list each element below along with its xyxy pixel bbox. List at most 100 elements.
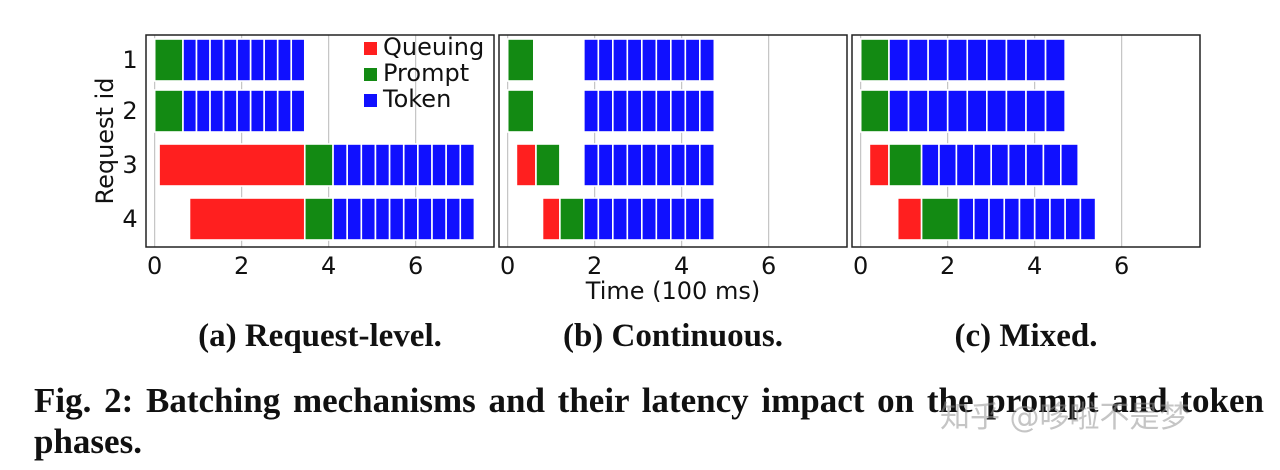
bar-token-req2	[1005, 89, 1027, 133]
panel-title: (a) Request-level.	[198, 318, 442, 354]
bar-token-req4	[332, 197, 348, 241]
bar-token-req1	[583, 38, 600, 82]
bar-prompt-req3	[535, 143, 561, 187]
bar-token-req3	[388, 143, 405, 187]
bar-prompt-req2	[506, 89, 535, 133]
bar-token-req4	[1049, 197, 1066, 241]
bar-token-req1	[670, 38, 687, 82]
bar-token-req4	[1033, 197, 1051, 241]
bar-prompt-req1	[859, 38, 890, 82]
bar-token-req3	[955, 143, 975, 187]
bar-token-req2	[236, 89, 252, 133]
bar-token-req4	[346, 197, 363, 241]
bar-token-req1	[966, 38, 988, 82]
bar-token-req1	[597, 38, 614, 82]
bar-queuing-req3	[158, 143, 306, 187]
bar-token-req3	[417, 143, 433, 187]
legend-label-queuing: Queuing	[383, 33, 484, 61]
panel-mixed: 0 2 4 6 (c) Mixed.	[851, 34, 1201, 354]
bar-token-req1	[249, 38, 265, 82]
bar-token-req3	[583, 143, 600, 187]
bar-token-req2	[655, 89, 672, 133]
bar-token-req1	[641, 38, 658, 82]
bar-token-req4	[374, 197, 391, 241]
bar-token-req4	[445, 197, 462, 241]
bar-queuing-req3	[868, 143, 890, 187]
bar-token-req2	[927, 89, 949, 133]
bar-token-req2	[182, 89, 198, 133]
bar-token-req3	[655, 143, 672, 187]
bar-token-req1	[626, 38, 643, 82]
bar-token-req2	[966, 89, 988, 133]
bar-token-req1	[927, 38, 949, 82]
bar-token-req1	[986, 38, 1008, 82]
bar-token-req1	[182, 38, 198, 82]
bar-prompt-req2	[859, 89, 890, 133]
bar-token-req3	[626, 143, 643, 187]
bar-token-req1	[684, 38, 701, 82]
bar-prompt-req1	[506, 38, 535, 82]
bar-token-req4	[360, 197, 377, 241]
bar-token-req2	[249, 89, 265, 133]
bar-token-req4	[655, 197, 672, 241]
bar-token-req1	[1005, 38, 1027, 82]
bar-token-req2	[290, 89, 306, 133]
bar-token-req3	[332, 143, 348, 187]
bar-queuing-req3	[515, 143, 537, 187]
bar-token-req4	[1079, 197, 1097, 241]
bar-token-req4	[670, 197, 687, 241]
bar-token-req3	[612, 143, 629, 187]
legend-label-token: Token	[382, 85, 451, 113]
bar-queuing-req4	[896, 197, 923, 241]
bar-token-req1	[946, 38, 969, 82]
plot-frame	[145, 34, 495, 248]
bar-token-req4	[957, 197, 975, 241]
bar-prompt-req4	[920, 197, 960, 241]
bar-token-req1	[290, 38, 306, 82]
y-tick-label: 1	[122, 46, 137, 74]
legend-swatch-queuing	[364, 42, 377, 55]
bar-token-req4	[988, 197, 1006, 241]
y-axis-label: Request id	[91, 77, 119, 204]
bar-token-req2	[222, 89, 238, 133]
bar-token-req3	[699, 143, 716, 187]
bar-token-req2	[684, 89, 701, 133]
bar-queuing-req4	[541, 197, 561, 241]
bar-token-req4	[402, 197, 419, 241]
bar-token-req4	[431, 197, 447, 241]
bar-token-req2	[946, 89, 969, 133]
bar-token-req4	[388, 197, 405, 241]
bar-token-req3	[431, 143, 447, 187]
bar-token-req2	[583, 89, 600, 133]
y-tick-label: 2	[122, 97, 137, 125]
legend-swatch-token	[364, 94, 377, 107]
bar-prompt-req3	[888, 143, 923, 187]
bar-token-req3	[1060, 143, 1080, 187]
bar-token-req4	[641, 197, 658, 241]
bar-token-req3	[402, 143, 419, 187]
bar-token-req2	[1025, 89, 1047, 133]
bar-token-req3	[360, 143, 377, 187]
bar-token-req2	[986, 89, 1008, 133]
bar-token-req3	[990, 143, 1010, 187]
bar-prompt-req4	[303, 197, 334, 241]
bar-token-req4	[583, 197, 600, 241]
x-tick-label: 0	[853, 252, 868, 280]
bar-token-req1	[276, 38, 293, 82]
bar-token-req2	[612, 89, 629, 133]
bar-prompt-req2	[153, 89, 184, 133]
bar-token-req3	[346, 143, 363, 187]
bar-token-req2	[597, 89, 614, 133]
bar-prompt-req3	[303, 143, 334, 187]
x-axis-label: Time (100 ms)	[585, 277, 760, 305]
bar-token-req3	[938, 143, 958, 187]
bar-prompt-req4	[559, 197, 585, 241]
bar-token-req2	[670, 89, 687, 133]
x-tick-label: 2	[940, 252, 955, 280]
bar-token-req1	[612, 38, 629, 82]
bar-token-req2	[209, 89, 225, 133]
bar-token-req3	[684, 143, 701, 187]
y-tick-label: 4	[122, 205, 137, 233]
